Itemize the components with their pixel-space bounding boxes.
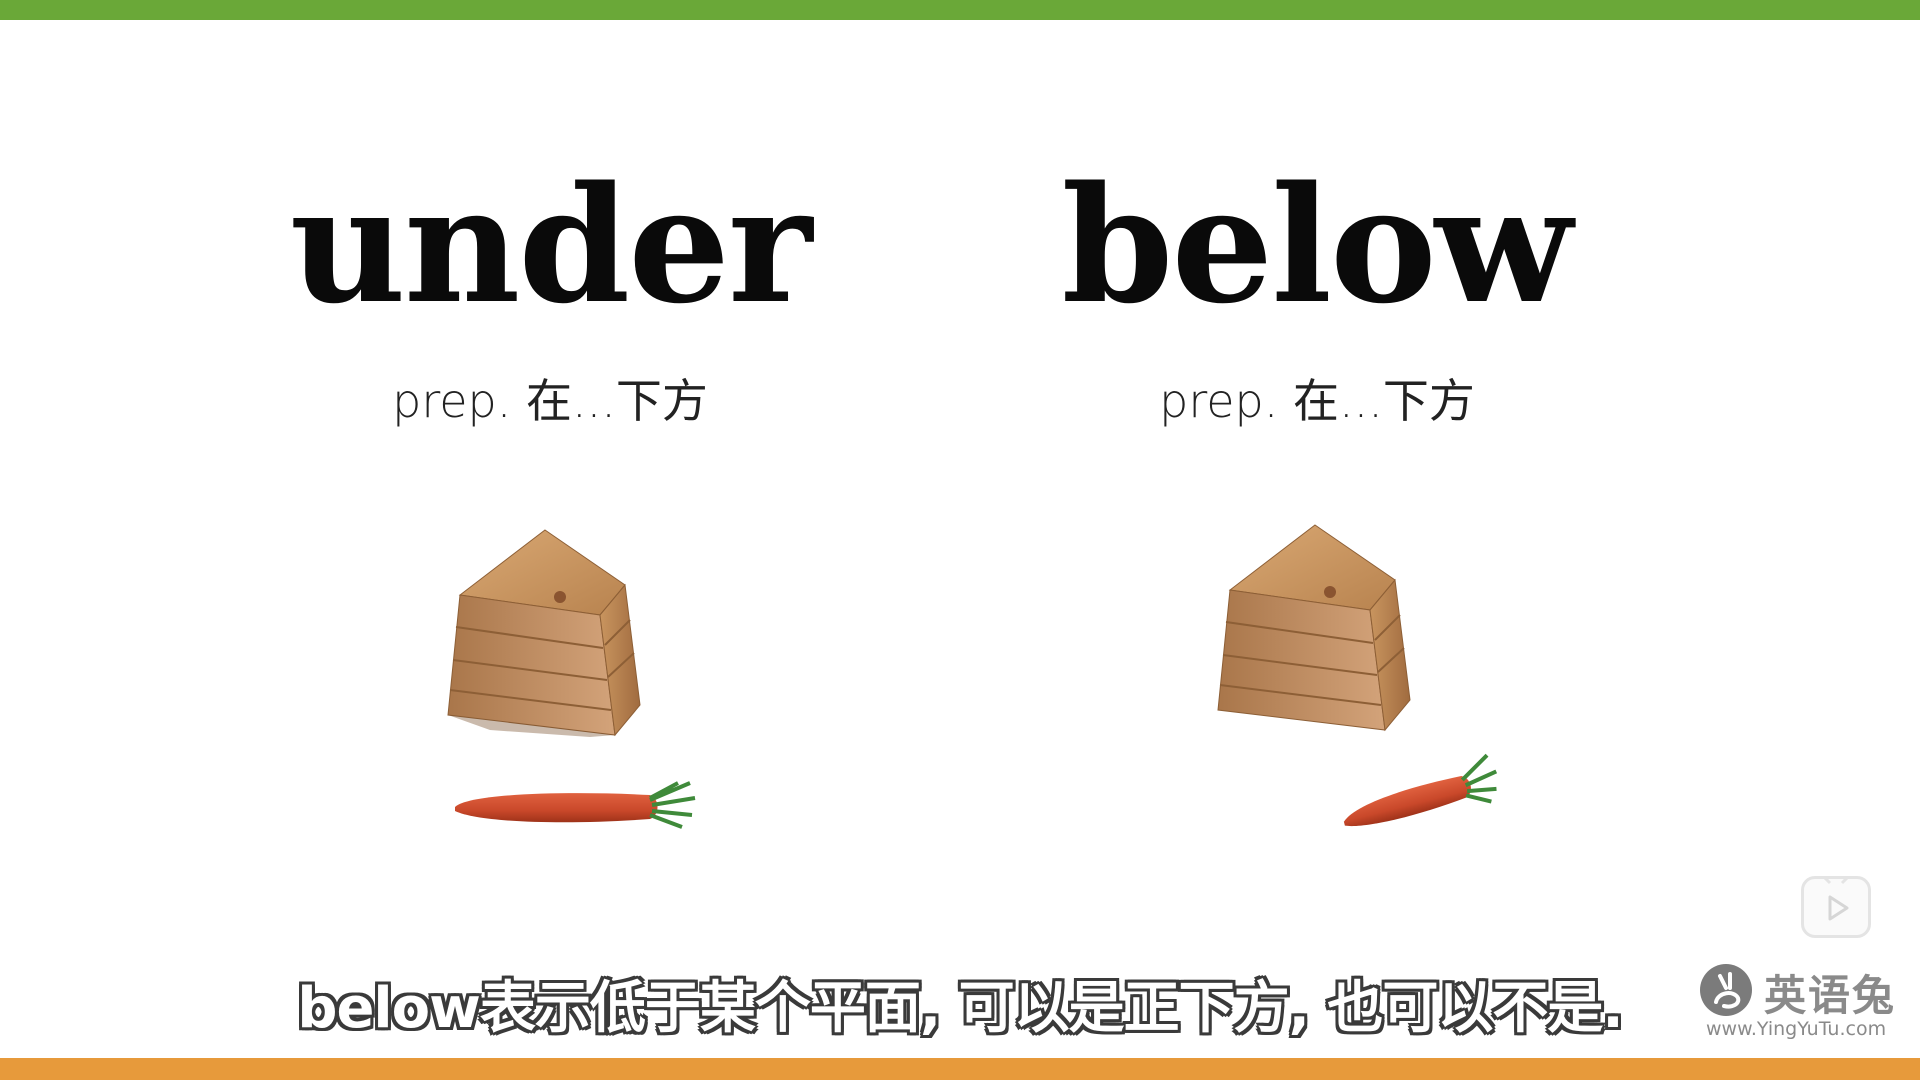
definition-under: prep. 在...下方 — [392, 374, 708, 428]
watermark-brand: 英语兔 — [1764, 971, 1897, 1020]
carrot-icon — [455, 781, 696, 829]
wooden-box-icon — [1217, 524, 1411, 732]
word-below: below — [1061, 151, 1573, 339]
rabbit-logo-icon — [1700, 964, 1752, 1016]
below-illustration — [1190, 510, 1520, 845]
watermark-url: www.YingYuTu.com — [1706, 1018, 1887, 1040]
under-illustration — [420, 515, 740, 845]
play-icon — [1823, 879, 1849, 921]
caption-subtitle: below表示低于某个平面, 可以是正下方, 也可以不是. — [297, 976, 1623, 1041]
bottom-accent-bar — [0, 1058, 1920, 1080]
watermark-logo: 英语兔 www.YingYuTu.com — [1700, 962, 1900, 1042]
top-accent-bar — [0, 0, 1920, 20]
carrot-icon — [1343, 753, 1498, 827]
play-button[interactable] — [1801, 876, 1871, 938]
word-under: under — [289, 151, 813, 339]
definition-below: prep. 在...下方 — [1159, 374, 1475, 428]
wooden-box-icon — [447, 529, 641, 737]
